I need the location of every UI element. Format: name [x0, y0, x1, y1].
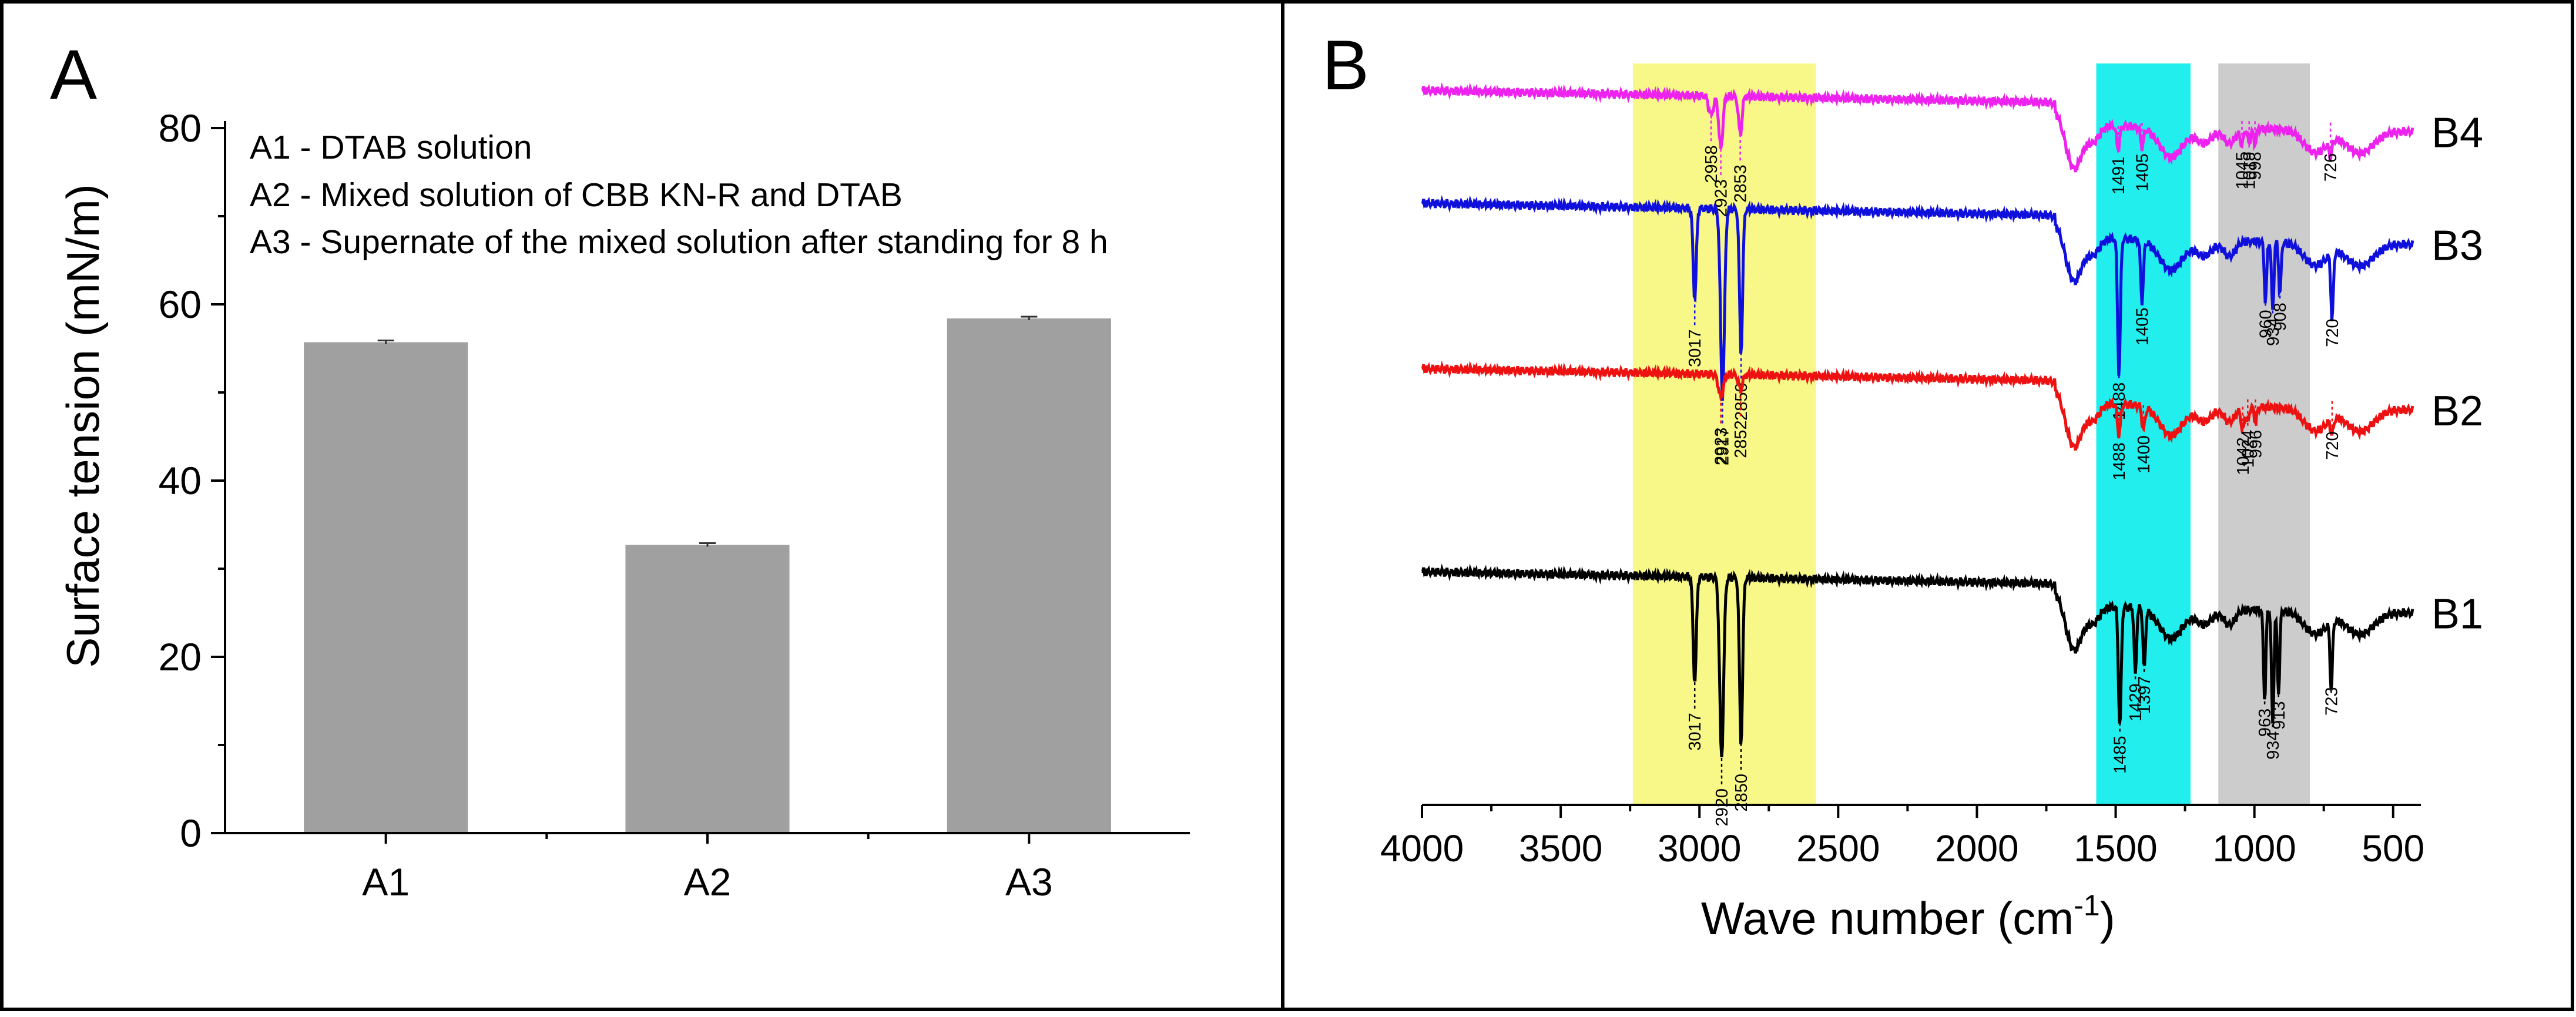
y-tick-label-60: 60: [159, 283, 202, 326]
peak-label-b4: 726: [2322, 153, 2340, 182]
b-x-tick-label: 500: [2362, 827, 2424, 870]
legend-entry-a1: A1 - DTAB solution: [250, 129, 532, 166]
panel-b-x-axis-label: Wave number (cm-1): [1701, 889, 2115, 944]
bar-a1: [304, 342, 468, 833]
x-tick-label-a3: A3: [1005, 860, 1053, 904]
x-tick-label-a2: A2: [684, 860, 732, 904]
panel-a-bars: [304, 315, 1111, 833]
y-tick-label-0: 0: [180, 811, 202, 855]
peak-label-b4: 1491: [2109, 157, 2128, 195]
peak-label-b4: 998: [2246, 152, 2265, 180]
peak-label-b1: 3017: [1686, 713, 1705, 751]
panel-a-label: A: [50, 35, 97, 114]
peak-label-b4: 1045: [2233, 152, 2252, 190]
peak-label-b4: 2853: [1732, 165, 1750, 203]
peak-label-b1: 723: [2322, 687, 2341, 716]
peak-label-b3: 960: [2257, 310, 2276, 338]
b-x-tick-label: 3500: [1519, 827, 1602, 870]
peak-label-b1: 1397: [2135, 676, 2154, 714]
peak-label-b3: 934: [2264, 317, 2283, 345]
series-label-b4: B4: [2431, 109, 2483, 156]
panel-a-chart: A Surface tension (mN/m) A1 A2 A3 0 20 40 60 80…: [50, 35, 1190, 904]
y-tick-label-20: 20: [159, 635, 202, 679]
spectrum-line-b1: [1421, 563, 2414, 757]
b-x-tick-label: 4000: [1380, 827, 1464, 870]
series-label-b2: B2: [2431, 388, 2483, 435]
panel-a-legend: A1 - DTAB solution A2 - Mixed solution o…: [250, 129, 1108, 261]
peak-label-b3: 2917: [1713, 428, 1732, 466]
b-x-tick-label: 3000: [1658, 827, 1741, 870]
peak-label-b4: 1019: [2240, 152, 2259, 190]
peak-label-b1: 913: [2270, 701, 2289, 729]
peak-label-b2: 1042: [2234, 437, 2253, 475]
b-x-tick-label: 2000: [1935, 827, 2018, 870]
y-tick-label-40: 40: [159, 459, 202, 502]
b-x-tick-label: 1000: [2212, 827, 2296, 870]
peak-label-b1: 1429: [2126, 683, 2145, 721]
panel-b-label: B: [1322, 26, 1369, 105]
series-label-b1: B1: [2431, 591, 2483, 638]
peak-label-b3: 1405: [2133, 307, 2152, 345]
panel-a-axes: A1 A2 A3 0 20 40 60 80: [159, 106, 1190, 904]
spectrum-line-b4: [1421, 82, 2414, 173]
peak-label-b2: 2852: [1732, 420, 1750, 458]
peak-label-b2: 720: [2323, 431, 2342, 459]
peak-label-b2: 2923: [1712, 428, 1731, 466]
y-tick-label-80: 80: [159, 106, 202, 150]
b-x-tick-label: 1500: [2074, 827, 2157, 870]
peak-label-b1: 2920: [1713, 788, 1732, 827]
peak-label-b1: 963: [2256, 709, 2275, 737]
panel-b-frame: [1281, 0, 2574, 1011]
peak-label-b2: 1024: [2239, 430, 2258, 468]
panel-b-axes: 4000 3500 3000 2500 2000 1500 1000 500: [1380, 804, 2424, 870]
peak-label-b4: 2958: [1702, 145, 1721, 183]
peak-label-b4: 1405: [2133, 153, 2152, 192]
legend-entry-a3: A3 - Supernate of the mixed solution aft…: [250, 223, 1108, 261]
series-label-b3: B3: [2431, 222, 2483, 269]
peak-label-b3: 3017: [1686, 329, 1705, 367]
peak-label-b2: 1488: [2110, 442, 2129, 481]
b-x-tick-label: 2500: [1796, 827, 1880, 870]
legend-entry-a2: A2 - Mixed solution of CBB KN-R and DTAB: [250, 176, 903, 214]
peak-label-b1: 934: [2264, 731, 2283, 759]
peak-label-b3: 908: [2271, 303, 2290, 331]
spectrum-line-b3: [1421, 194, 2414, 401]
bar-a3: [947, 318, 1111, 833]
peak-label-b2: 1400: [2135, 435, 2154, 474]
peak-label-b2: 996: [2247, 430, 2266, 458]
panel-a-y-axis-label: Surface tension (mN/m): [57, 184, 109, 668]
bar-a2: [625, 545, 790, 833]
x-tick-label-a1: A1: [362, 860, 410, 904]
peak-label-b1: 1485: [2111, 736, 2130, 774]
peak-label-b3: 720: [2323, 318, 2342, 347]
